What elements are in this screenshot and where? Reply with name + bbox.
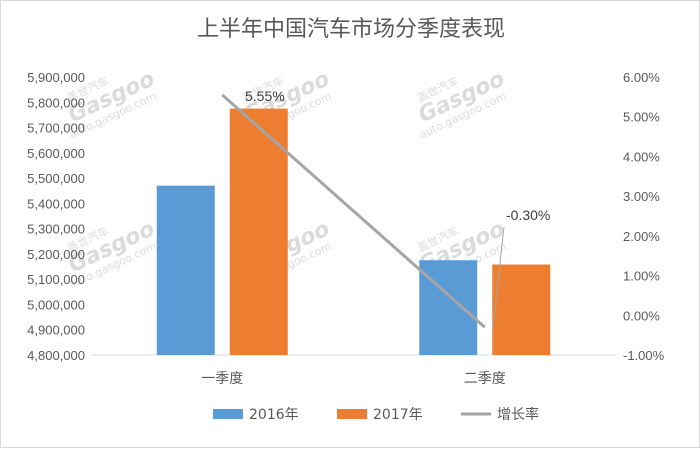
y-axis-tick-label: 5,200,000 bbox=[27, 247, 85, 262]
y-axis-tick-label: 5,100,000 bbox=[27, 272, 85, 287]
chart-title: 上半年中国汽车市场分季度表现 bbox=[196, 17, 505, 42]
bar-2016年-二季度 bbox=[419, 260, 478, 355]
data-label-leader bbox=[492, 226, 505, 328]
y2-axis-tick-label: -1.00% bbox=[623, 348, 665, 363]
y-axis-tick-label: 4,800,000 bbox=[27, 348, 85, 363]
y2-axis-tick-label: 0.00% bbox=[623, 308, 660, 323]
data-label: 5.55% bbox=[245, 88, 285, 104]
y-axis-tick-label: 5,400,000 bbox=[27, 196, 85, 211]
bar-2017年-二季度 bbox=[492, 264, 551, 355]
legend-swatch-2016年 bbox=[213, 409, 243, 419]
y-axis-tick-label: 5,300,000 bbox=[27, 222, 85, 237]
x-axis-category-label: 一季度 bbox=[201, 371, 243, 387]
legend-swatch-2017年 bbox=[337, 409, 367, 419]
legend-label: 2016年 bbox=[249, 407, 299, 423]
legend-label: 2017年 bbox=[373, 407, 423, 423]
y2-axis-tick-label: 3.00% bbox=[623, 189, 660, 204]
y2-axis-tick-label: 2.00% bbox=[623, 229, 660, 244]
y-axis-tick-label: 5,800,000 bbox=[27, 95, 85, 110]
y-axis-tick-label: 5,000,000 bbox=[27, 297, 85, 312]
data-label: -0.30% bbox=[506, 207, 550, 223]
y-axis-tick-label: 5,500,000 bbox=[27, 171, 85, 186]
y-axis-tick-label: 5,600,000 bbox=[27, 146, 85, 161]
y-axis-tick-label: 4,900,000 bbox=[27, 323, 85, 338]
bar-2016年-一季度 bbox=[156, 185, 215, 355]
y2-axis-tick-label: 1.00% bbox=[623, 269, 660, 284]
x-axis-category-label: 二季度 bbox=[464, 371, 506, 387]
y2-axis-tick-label: 6.00% bbox=[623, 70, 660, 85]
y2-axis-tick-label: 5.00% bbox=[623, 110, 660, 125]
growth-rate-line bbox=[221, 93, 486, 329]
y-axis-tick-label: 5,900,000 bbox=[27, 70, 85, 85]
y2-axis-tick-label: 4.00% bbox=[623, 149, 660, 164]
bar-2017年-一季度 bbox=[229, 108, 288, 355]
y-axis-tick-label: 5,700,000 bbox=[27, 121, 85, 136]
legend-label: 增长率 bbox=[497, 406, 539, 423]
